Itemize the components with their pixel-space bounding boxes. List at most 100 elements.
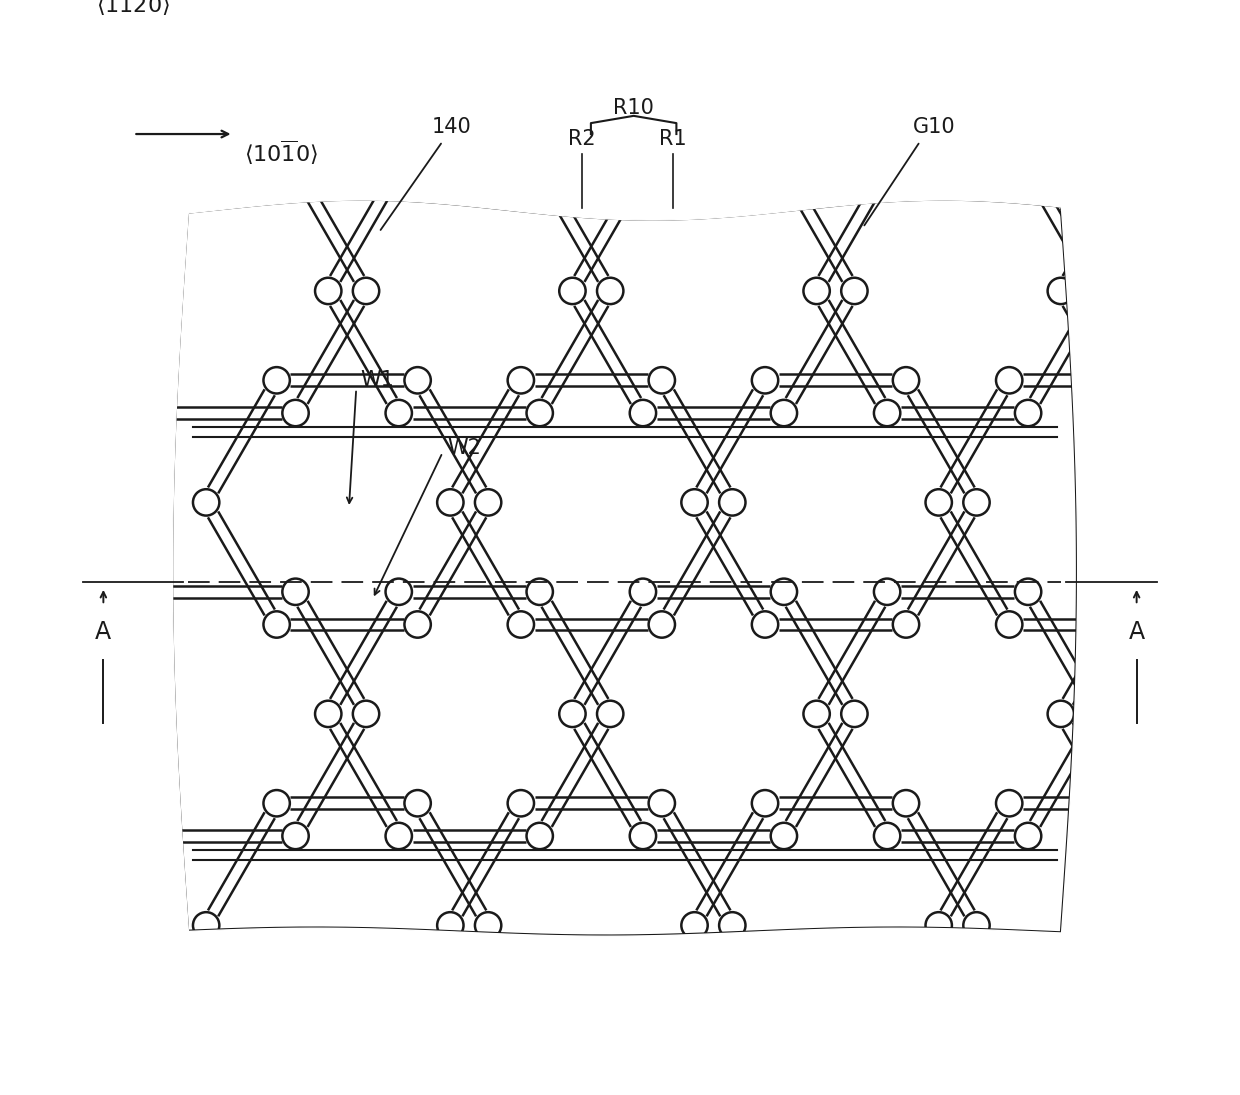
Circle shape (404, 1035, 430, 1061)
Text: 140: 140 (432, 117, 471, 137)
Circle shape (559, 278, 585, 304)
Circle shape (996, 1035, 1023, 1061)
Text: $\langle 10\overline{1}0 \rangle$: $\langle 10\overline{1}0 \rangle$ (244, 139, 319, 168)
Circle shape (1085, 278, 1112, 304)
Circle shape (751, 367, 779, 393)
Circle shape (263, 367, 290, 393)
Circle shape (771, 578, 797, 604)
Circle shape (893, 611, 919, 637)
Circle shape (630, 822, 656, 849)
Circle shape (1137, 1035, 1163, 1061)
Circle shape (1137, 367, 1163, 393)
Circle shape (438, 489, 464, 516)
Circle shape (1014, 155, 1042, 182)
Circle shape (996, 611, 1023, 637)
Circle shape (386, 400, 412, 426)
Circle shape (874, 155, 900, 182)
Circle shape (874, 822, 900, 849)
Circle shape (193, 489, 219, 516)
Circle shape (1048, 701, 1074, 727)
Circle shape (263, 1035, 290, 1061)
Circle shape (404, 791, 430, 817)
Circle shape (71, 278, 97, 304)
Circle shape (681, 912, 708, 938)
Circle shape (559, 701, 585, 727)
Circle shape (841, 278, 868, 304)
Circle shape (771, 400, 797, 426)
Circle shape (1014, 822, 1042, 849)
Circle shape (751, 611, 779, 637)
Circle shape (1085, 701, 1112, 727)
Circle shape (771, 822, 797, 849)
Circle shape (438, 912, 464, 938)
Circle shape (1208, 489, 1234, 516)
Text: R10: R10 (614, 97, 653, 117)
Circle shape (751, 791, 779, 817)
Circle shape (804, 278, 830, 304)
Text: R1: R1 (658, 129, 687, 150)
Circle shape (630, 155, 656, 182)
Circle shape (263, 611, 290, 637)
Circle shape (527, 578, 553, 604)
Circle shape (630, 400, 656, 426)
Text: $\langle 11\overline{2}0 \rangle$: $\langle 11\overline{2}0 \rangle$ (97, 0, 170, 18)
Circle shape (263, 791, 290, 817)
Circle shape (893, 791, 919, 817)
Circle shape (1137, 611, 1163, 637)
Circle shape (283, 155, 309, 182)
Text: G10: G10 (913, 117, 955, 137)
Circle shape (1118, 578, 1145, 604)
Circle shape (751, 1035, 779, 1061)
Circle shape (141, 155, 167, 182)
Circle shape (1048, 278, 1074, 304)
Circle shape (527, 822, 553, 849)
Circle shape (1014, 400, 1042, 426)
Circle shape (141, 822, 167, 849)
Circle shape (925, 912, 952, 938)
Text: R2: R2 (568, 129, 595, 150)
Circle shape (719, 489, 745, 516)
Circle shape (893, 1035, 919, 1061)
Circle shape (141, 578, 167, 604)
Circle shape (527, 400, 553, 426)
Circle shape (71, 701, 97, 727)
Circle shape (841, 701, 868, 727)
Circle shape (893, 367, 919, 393)
Circle shape (475, 912, 501, 938)
Text: W2: W2 (448, 438, 481, 458)
Circle shape (193, 912, 219, 938)
Circle shape (1208, 912, 1234, 938)
Circle shape (141, 400, 167, 426)
Circle shape (386, 822, 412, 849)
Circle shape (771, 155, 797, 182)
Circle shape (315, 701, 341, 727)
Text: A: A (1128, 621, 1145, 645)
Circle shape (596, 701, 624, 727)
Circle shape (649, 1035, 675, 1061)
Text: W1: W1 (361, 370, 394, 390)
Circle shape (315, 278, 341, 304)
Circle shape (1118, 822, 1145, 849)
Circle shape (1137, 791, 1163, 817)
Circle shape (507, 367, 534, 393)
Circle shape (1118, 400, 1145, 426)
Circle shape (404, 611, 430, 637)
Text: A: A (95, 621, 112, 645)
Circle shape (874, 400, 900, 426)
Circle shape (283, 578, 309, 604)
Circle shape (283, 822, 309, 849)
Circle shape (804, 701, 830, 727)
Circle shape (386, 155, 412, 182)
Circle shape (963, 489, 990, 516)
Circle shape (874, 578, 900, 604)
Circle shape (596, 278, 624, 304)
Circle shape (353, 278, 379, 304)
Circle shape (996, 367, 1023, 393)
Circle shape (386, 578, 412, 604)
Circle shape (649, 791, 675, 817)
Circle shape (475, 489, 501, 516)
Circle shape (507, 1035, 534, 1061)
Circle shape (963, 912, 990, 938)
Circle shape (527, 155, 553, 182)
Circle shape (283, 400, 309, 426)
